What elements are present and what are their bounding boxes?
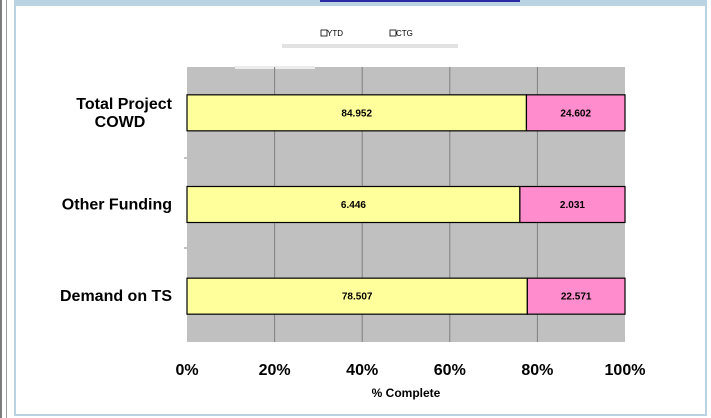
chart-border (14, 4, 707, 416)
top-border-strip (14, 0, 707, 6)
bars (186, 94, 626, 315)
category-label: Demand on TS (60, 288, 172, 305)
category-label: Other Funding (62, 197, 172, 214)
x-tick-label: 100% (605, 362, 646, 379)
left-border-rule-inner (6, 0, 7, 418)
bar-value-labels: 84.952 24.602 6.446 2.031 78.507 22.571 (341, 108, 592, 302)
bar-value-label: 24.602 (560, 108, 591, 119)
bar-segment-ytd (186, 94, 528, 132)
x-tick-labels: 0% 20% 40% 60% 80% 100% (175, 362, 645, 379)
category-label: COWD (95, 114, 146, 131)
bar-segment-ytd (186, 277, 528, 315)
bar-segment-ctg (519, 185, 626, 224)
x-tick-label: 20% (259, 362, 291, 379)
bar-value-label: 2.031 (560, 200, 585, 211)
bar-segment-ctg (526, 277, 626, 315)
bar-value-label: 78.507 (342, 292, 373, 303)
legend-swatch-ctg (389, 29, 397, 37)
bar-value-label: 6.446 (341, 200, 366, 211)
legend: YTD CTG (282, 29, 458, 48)
x-tick-label: 0% (175, 362, 198, 379)
clipped-title-mark (320, 0, 520, 2)
left-border-rule (0, 0, 2, 418)
bar-segment-ytd (186, 185, 521, 224)
bar-segment-ctg (525, 94, 626, 132)
legend-label-ctg: CTG (396, 29, 413, 38)
legend-label-ytd: YTD (327, 29, 343, 38)
bar-value-label: 84.952 (341, 108, 372, 119)
x-tick-label: 40% (346, 362, 378, 379)
x-tick-label: 80% (521, 362, 553, 379)
clipped-title-fragment (200, 0, 560, 5)
legend-swatch-ytd (320, 29, 328, 37)
legend-underline (282, 44, 458, 48)
x-tick-label: 60% (434, 362, 466, 379)
category-label: Total Project (76, 96, 172, 113)
x-axis-title: % Complete (372, 386, 441, 400)
bar-value-label: 22.571 (561, 292, 592, 303)
